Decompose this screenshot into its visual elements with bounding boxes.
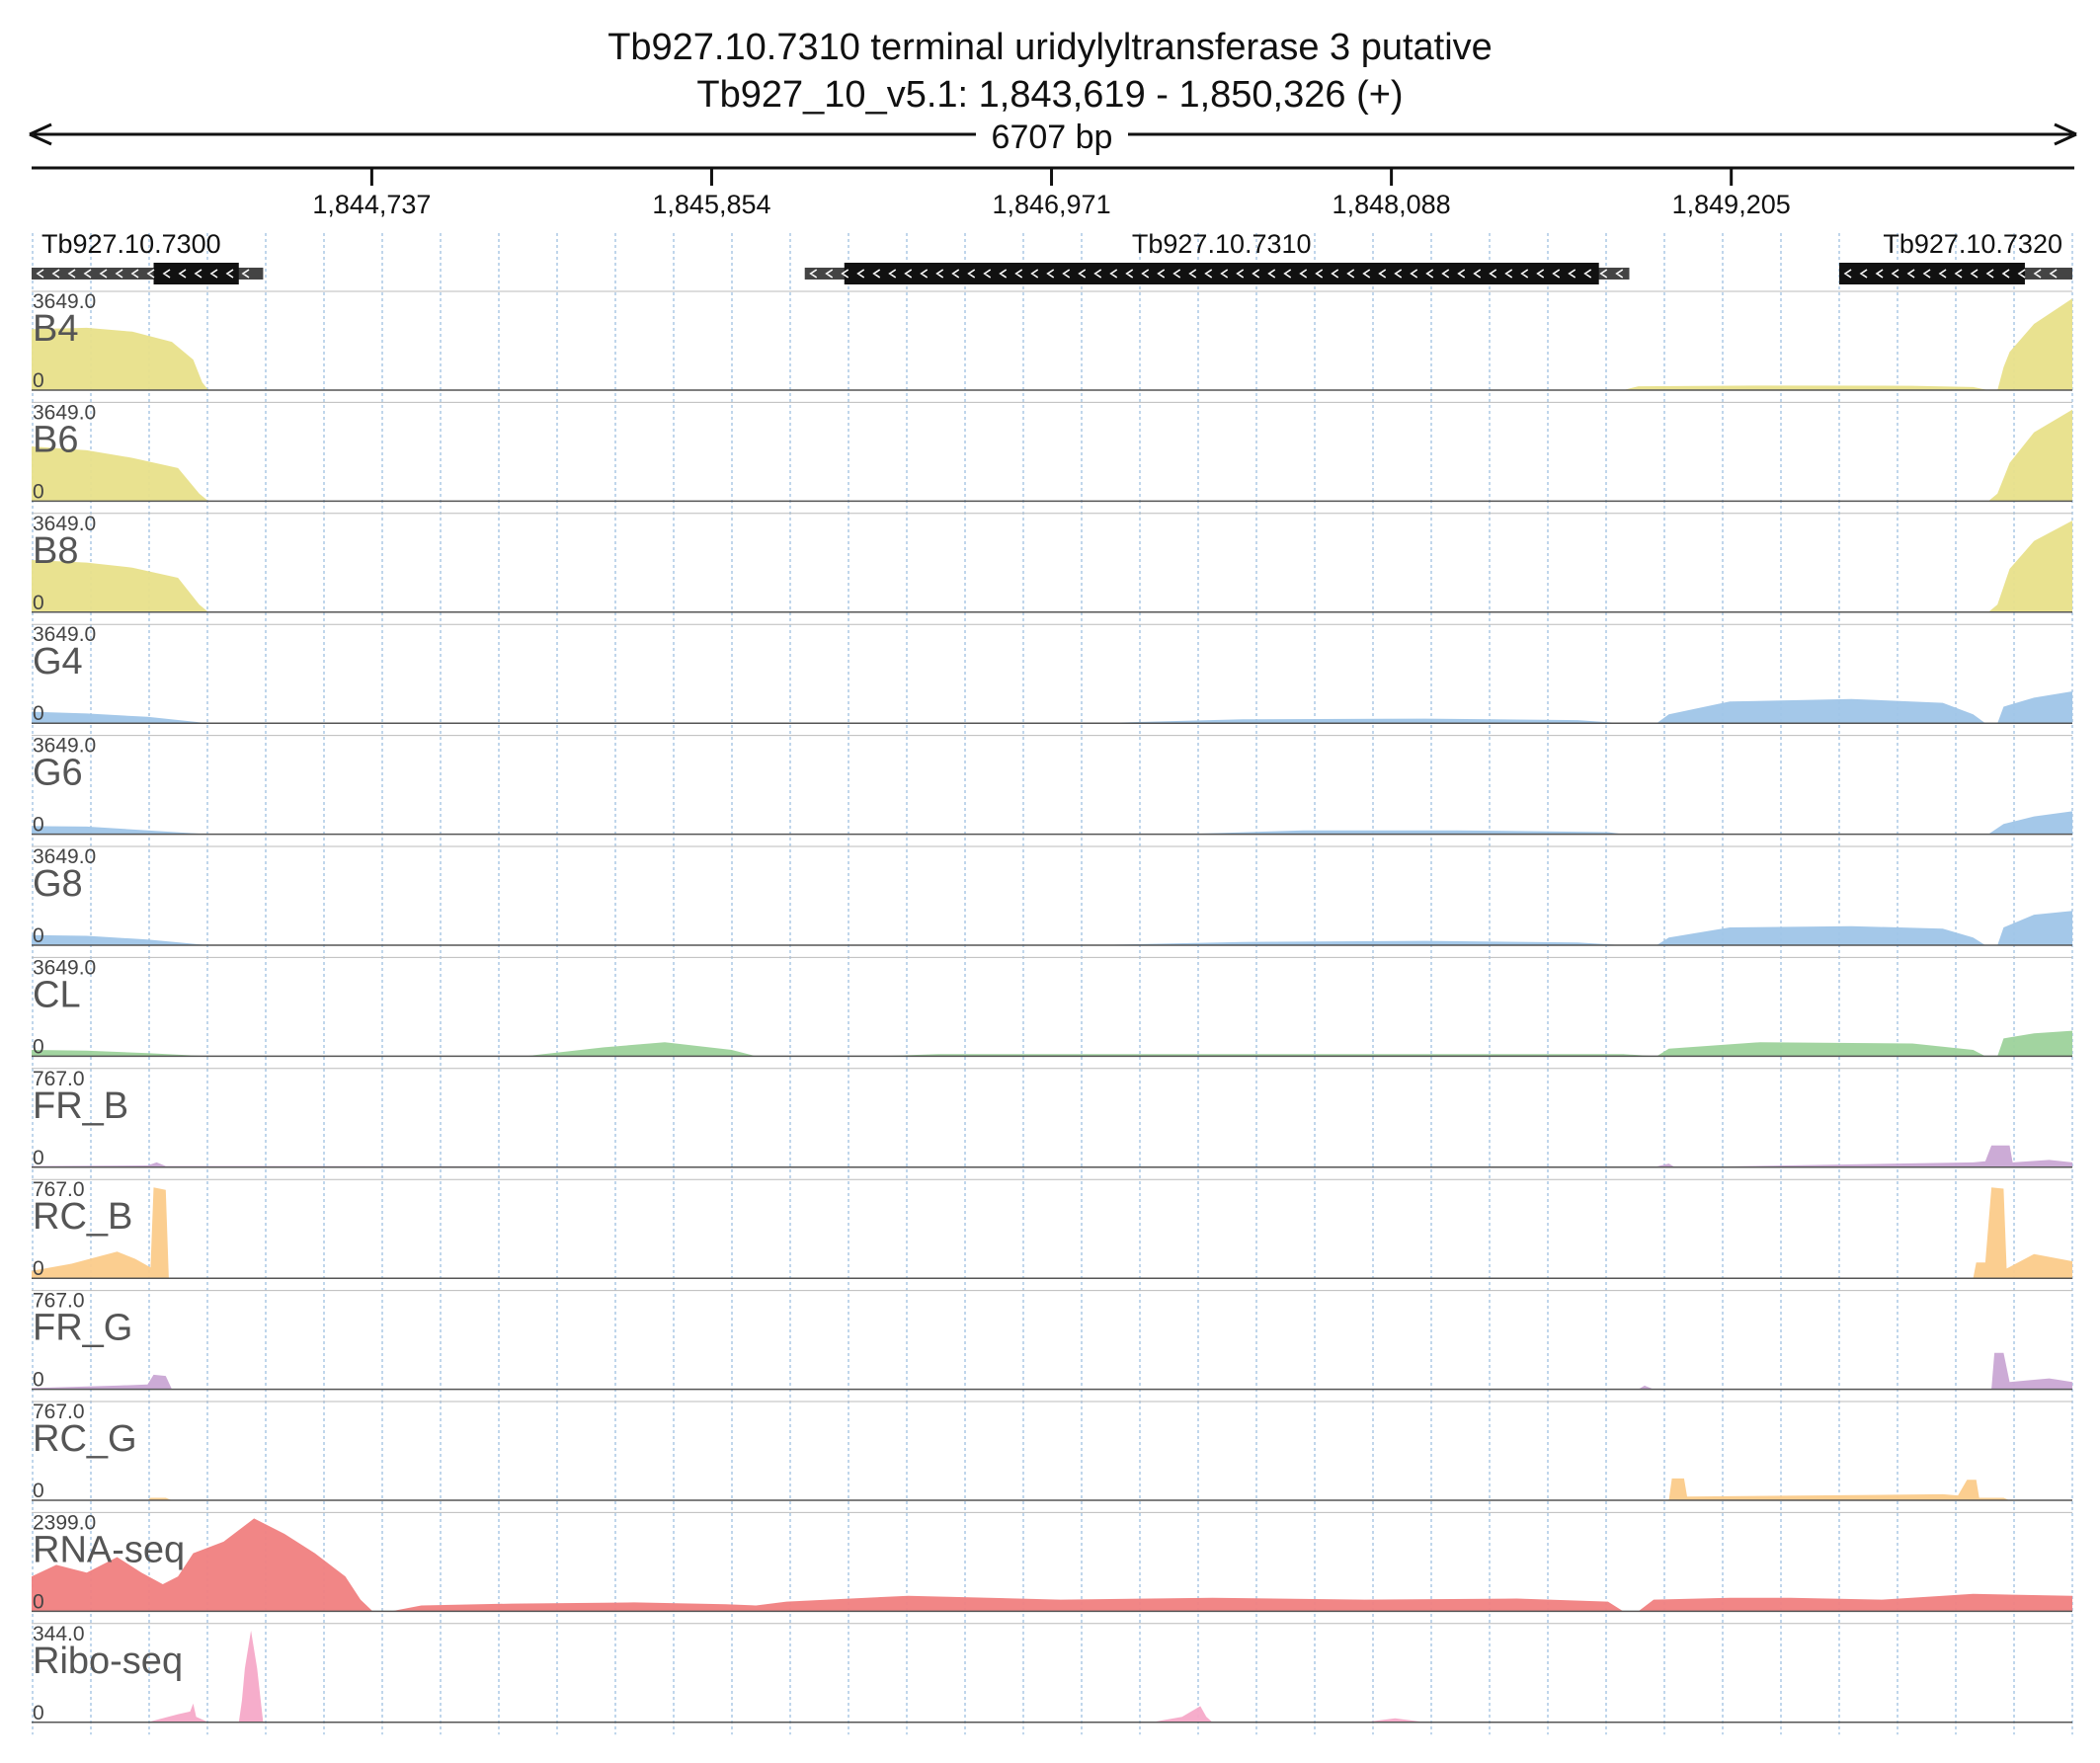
track-max-label: 767.0 <box>33 1178 85 1201</box>
coverage-area <box>32 1187 2072 1279</box>
track-rc_g: 767.0 0 RC_G <box>32 1401 2072 1502</box>
coverage-area <box>32 521 2072 612</box>
coverage-area <box>32 1518 2072 1612</box>
track-max-label: 3649.0 <box>33 623 96 646</box>
coverage-area <box>32 691 2072 724</box>
coverage-tracks: 3649.00B43649.00B63649.00B83649.00G43649… <box>32 290 2072 1724</box>
track-max-label: 3649.0 <box>33 401 96 424</box>
track-max-label: 3649.0 <box>33 956 96 979</box>
track-name[interactable]: RNA-seq <box>33 1529 185 1570</box>
coverage-area <box>32 911 2072 945</box>
gene-model[interactable]: Tb927.10.7310 <box>804 229 1630 284</box>
track-name[interactable]: CL <box>33 974 81 1015</box>
coverage-area <box>32 811 2072 835</box>
track-max-label: 3649.0 <box>33 290 96 313</box>
track-name[interactable]: Ribo-seq <box>33 1641 183 1682</box>
left-arrow-icon <box>29 122 52 146</box>
gene-label[interactable]: Tb927.10.7300 <box>41 229 221 259</box>
track-min-label: 0 <box>33 814 44 837</box>
track-cl: 3649.0 0 CL <box>32 956 2072 1058</box>
track-max-label: 767.0 <box>33 1068 85 1090</box>
track-min-label: 0 <box>33 1147 44 1169</box>
track-name[interactable]: B4 <box>33 308 78 350</box>
coverage-area <box>32 1030 2072 1057</box>
grid-lines <box>32 233 2073 1735</box>
strand-arrow-icon <box>1843 269 2058 279</box>
axis-tick-label: 1,848,088 <box>1333 190 1451 219</box>
track-rna-seq: 2399.0 0 RNA-seq <box>32 1511 2072 1613</box>
track-name[interactable]: G4 <box>33 641 83 682</box>
track-name[interactable]: G8 <box>33 863 83 905</box>
track-min-label: 0 <box>33 1480 44 1502</box>
track-min-label: 0 <box>33 924 44 947</box>
gene-title: Tb927.10.7310 terminal uridylyltransfera… <box>607 27 1493 68</box>
coverage-area <box>32 409 2072 502</box>
span-ruler: 6707 bp <box>29 119 2077 156</box>
coverage-area <box>32 1630 2072 1723</box>
track-name[interactable]: B6 <box>33 419 78 460</box>
track-max-label: 3649.0 <box>33 845 96 868</box>
track-max-label: 767.0 <box>33 1290 85 1313</box>
track-max-label: 344.0 <box>33 1623 85 1645</box>
gene-cds <box>1839 263 2025 284</box>
axis-tick-label: 1,845,854 <box>652 190 770 219</box>
track-name[interactable]: RC_B <box>33 1196 132 1238</box>
coverage-area <box>32 1478 2010 1500</box>
strand-arrow-icon <box>36 269 250 279</box>
span-label: 6707 bp <box>992 119 1113 156</box>
track-min-label: 0 <box>33 480 44 503</box>
genomic-location: Tb927_10_v5.1: 1,843,619 - 1,850,326 (+) <box>696 74 1404 116</box>
track-fr_g: 767.0 0 FR_G <box>32 1290 2072 1392</box>
axis-tick-label: 1,844,737 <box>312 190 431 219</box>
gene-label[interactable]: Tb927.10.7310 <box>1132 229 1312 259</box>
track-min-label: 0 <box>33 1035 44 1058</box>
coordinate-axis: 1,844,737 1,845,854 1,846,971 1,848,088 1,84… <box>32 166 2074 219</box>
axis-tick-label: 1,849,205 <box>1672 190 1791 219</box>
track-min-label: 0 <box>33 592 44 614</box>
track-b8: 3649.0 0 B8 <box>32 513 2072 614</box>
coverage-area <box>32 1145 2072 1167</box>
track-b4: 3649.0 0 B4 <box>32 290 2072 392</box>
track-max-label: 2399.0 <box>33 1511 96 1534</box>
track-max-label: 3649.0 <box>33 513 96 535</box>
track-min-label: 0 <box>33 369 44 392</box>
track-name[interactable]: G6 <box>33 753 83 794</box>
gene-label[interactable]: Tb927.10.7320 <box>1883 229 2062 259</box>
track-min-label: 0 <box>33 1369 44 1392</box>
coverage-area <box>32 1352 2072 1390</box>
track-max-label: 3649.0 <box>33 735 96 758</box>
track-g6: 3649.0 0 G6 <box>32 735 2072 837</box>
track-rc_b: 767.0 0 RC_B <box>32 1178 2072 1280</box>
track-min-label: 0 <box>33 1590 44 1613</box>
coverage-area <box>32 298 2072 390</box>
track-min-label: 0 <box>33 1702 44 1724</box>
track-min-label: 0 <box>33 1257 44 1280</box>
track-name[interactable]: FR_B <box>33 1085 128 1127</box>
track-ribo-seq: 344.0 0 Ribo-seq <box>32 1623 2072 1724</box>
track-g4: 3649.0 0 G4 <box>32 623 2072 725</box>
right-arrow-icon <box>2054 122 2077 146</box>
strand-arrow-icon <box>809 269 1624 279</box>
gene-model[interactable]: Tb927.10.7300 <box>32 229 264 284</box>
axis-tick-label: 1,846,971 <box>992 190 1110 219</box>
track-name[interactable]: RC_G <box>33 1418 137 1460</box>
track-b6: 3649.0 0 B6 <box>32 401 2072 503</box>
gene-model[interactable]: Tb927.10.7320 <box>1839 229 2072 284</box>
track-g8: 3649.0 0 G8 <box>32 845 2072 947</box>
title-block: Tb927.10.7310 terminal uridylyltransfera… <box>0 24 2100 119</box>
gene-track: Tb927.10.7300 Tb927.10.7310 Tb927.10.7320 <box>32 229 2072 284</box>
track-fr_b: 767.0 0 FR_B <box>32 1068 2072 1169</box>
track-max-label: 767.0 <box>33 1401 85 1423</box>
track-name[interactable]: FR_G <box>33 1308 132 1349</box>
track-name[interactable]: B8 <box>33 530 78 572</box>
track-min-label: 0 <box>33 702 44 725</box>
